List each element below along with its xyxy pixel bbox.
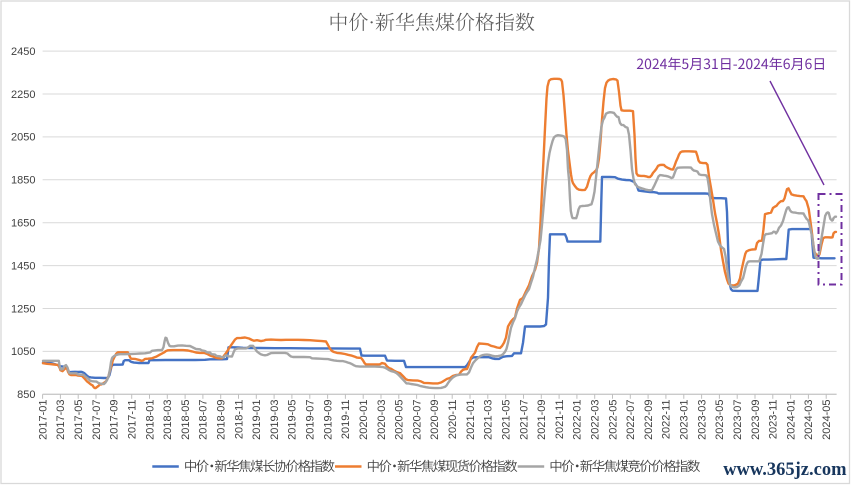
svg-text:2018-05: 2018-05: [180, 400, 192, 440]
svg-text:2022-09: 2022-09: [643, 400, 655, 440]
svg-text:www.365jz.com: www.365jz.com: [723, 460, 847, 480]
svg-text:2023-07: 2023-07: [732, 400, 744, 440]
svg-text:2023-11: 2023-11: [768, 400, 780, 440]
svg-text:1250: 1250: [11, 303, 35, 315]
svg-text:2017-09: 2017-09: [109, 400, 121, 440]
svg-text:2021-05: 2021-05: [501, 400, 513, 440]
svg-text:2022-01: 2022-01: [572, 400, 584, 440]
svg-text:2021-07: 2021-07: [518, 400, 530, 440]
svg-text:2019-07: 2019-07: [305, 400, 317, 440]
svg-text:2019-01: 2019-01: [251, 400, 263, 440]
svg-text:2023-03: 2023-03: [696, 400, 708, 440]
svg-text:850: 850: [17, 389, 35, 401]
svg-text:2024-01: 2024-01: [785, 400, 797, 440]
svg-text:2020-11: 2020-11: [447, 400, 459, 440]
svg-text:1650: 1650: [11, 218, 35, 230]
svg-text:2017-01: 2017-01: [37, 400, 49, 440]
svg-text:2023-09: 2023-09: [750, 400, 762, 440]
svg-text:2020-03: 2020-03: [376, 400, 388, 440]
svg-text:2017-11: 2017-11: [127, 400, 139, 440]
svg-text:2018-09: 2018-09: [216, 400, 228, 440]
svg-text:2017-05: 2017-05: [73, 400, 85, 440]
svg-text:2019-05: 2019-05: [287, 400, 299, 440]
svg-text:2019-09: 2019-09: [322, 400, 334, 440]
svg-text:2020-01: 2020-01: [358, 400, 370, 440]
svg-text:2023-05: 2023-05: [714, 400, 726, 440]
svg-text:2017-03: 2017-03: [55, 400, 67, 440]
svg-text:2021-09: 2021-09: [536, 400, 548, 440]
svg-text:2021-01: 2021-01: [465, 400, 477, 440]
svg-text:2018-03: 2018-03: [162, 400, 174, 440]
svg-text:2050: 2050: [11, 132, 35, 144]
svg-text:1450: 1450: [11, 260, 35, 272]
svg-text:2024-03: 2024-03: [803, 400, 815, 440]
svg-text:2023-01: 2023-01: [679, 400, 691, 440]
svg-text:1050: 1050: [11, 346, 35, 358]
svg-text:2020-07: 2020-07: [411, 400, 423, 440]
svg-text:2022-07: 2022-07: [625, 400, 637, 440]
svg-text:2024-05: 2024-05: [821, 400, 833, 440]
svg-text:2019-03: 2019-03: [269, 400, 281, 440]
svg-text:2450: 2450: [11, 46, 35, 58]
svg-text:2018-11: 2018-11: [233, 400, 245, 440]
svg-text:2021-11: 2021-11: [554, 400, 566, 440]
svg-text:2020-09: 2020-09: [429, 400, 441, 440]
svg-text:2022-05: 2022-05: [607, 400, 619, 440]
svg-text:2018-01: 2018-01: [144, 400, 156, 440]
svg-text:2022-03: 2022-03: [590, 400, 602, 440]
svg-text:2018-07: 2018-07: [198, 400, 210, 440]
svg-text:2021-03: 2021-03: [483, 400, 495, 440]
svg-text:2019-11: 2019-11: [340, 400, 352, 440]
svg-text:2250: 2250: [11, 89, 35, 101]
svg-text:2022-11: 2022-11: [661, 400, 673, 440]
svg-text:2017-07: 2017-07: [91, 400, 103, 440]
svg-text:1850: 1850: [11, 175, 35, 187]
svg-text:2020-05: 2020-05: [394, 400, 406, 440]
